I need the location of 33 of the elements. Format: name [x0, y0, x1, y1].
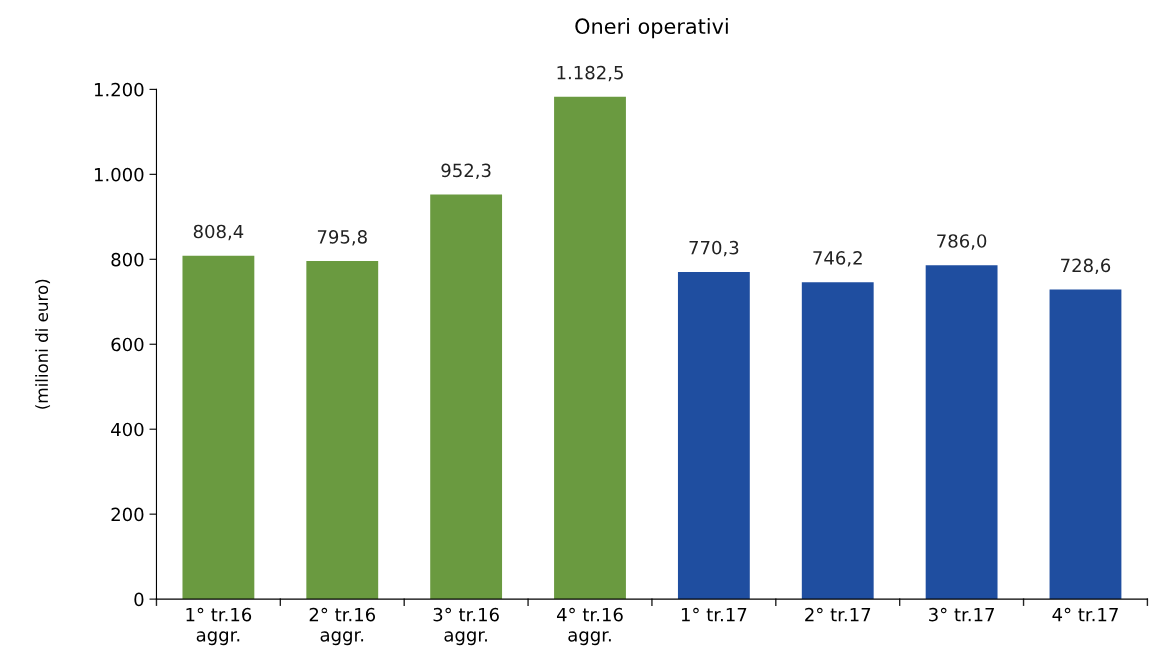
x-tick-label: 3° tr.16 aggr.: [433, 607, 499, 646]
x-tick-label: 1° tr.17: [681, 607, 747, 622]
y-tick-label: 600: [111, 337, 144, 352]
y-tick-label: 200: [111, 507, 144, 522]
data-label: 770,3: [689, 240, 739, 257]
bar: [677, 271, 750, 600]
bar: [801, 282, 874, 600]
data-label: 1.182,5: [557, 65, 623, 82]
x-tick-label: 2° tr.17: [805, 607, 871, 622]
y-tick-label: 400: [111, 422, 144, 437]
data-label: 786,0: [937, 234, 987, 250]
data-label: 746,2: [813, 251, 862, 267]
y-tick-label: 0: [134, 592, 144, 607]
bar: [430, 194, 503, 600]
bar: [925, 265, 998, 600]
x-tick-label: 4° tr.17: [1052, 607, 1118, 622]
x-tick-label: 4° tr.16 aggr.: [556, 607, 623, 646]
y-axis-title: (milioni di euro): [35, 279, 51, 409]
data-label: 728,6: [1061, 258, 1111, 275]
data-label: 808,4: [193, 224, 244, 241]
bar: [1049, 289, 1122, 600]
data-label: 795,8: [317, 230, 367, 246]
data-label: 952,3: [441, 163, 491, 180]
x-tick-label: 2° tr.16 aggr.: [309, 607, 376, 646]
bar: [554, 96, 626, 600]
x-tick-label: 1° tr.16 aggr.: [186, 607, 252, 646]
y-tick-label: 1.000: [94, 167, 144, 182]
chart-title: Oneri operativi: [575, 17, 728, 39]
x-tick-label: 3° tr.17: [929, 607, 994, 622]
bar: [306, 261, 379, 600]
y-tick-label: 1.200: [94, 82, 144, 97]
y-tick-label: 800: [111, 252, 144, 267]
bar: [182, 255, 255, 600]
